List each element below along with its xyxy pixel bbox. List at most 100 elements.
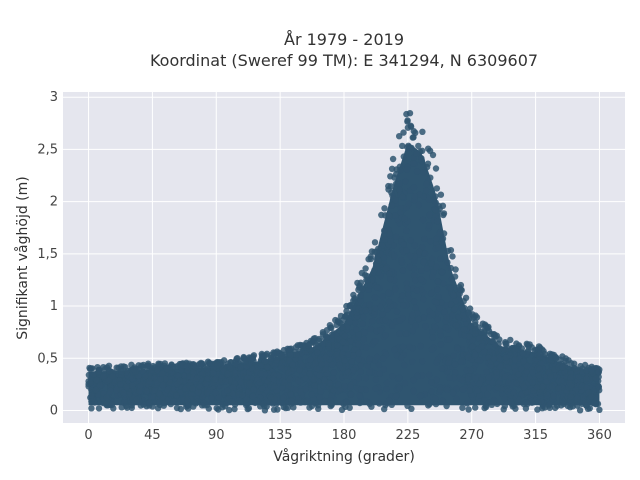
scatter-point (450, 292, 457, 299)
scatter-point (357, 362, 364, 369)
scatter-point (385, 397, 393, 404)
scatter-point (464, 354, 472, 361)
scatter-point (432, 324, 439, 332)
scatter-point (195, 389, 202, 396)
y-axis-ticks: 0 0,5 1 1,5 2 2,5 3 (37, 90, 58, 418)
x-tick-label: 90 (208, 428, 225, 443)
scatter-point (226, 406, 233, 414)
scatter-point (399, 343, 407, 351)
scatter-point (472, 404, 479, 411)
scatter-point (412, 322, 419, 330)
scatter-point (88, 392, 95, 399)
scatter-point (411, 193, 418, 200)
scatter-point (416, 248, 423, 256)
scatter-point (558, 377, 565, 384)
scatter-point (519, 350, 527, 357)
scatter-point (347, 391, 355, 398)
scatter-point (412, 304, 419, 311)
scatter-point (379, 311, 386, 318)
scatter-point (413, 309, 421, 317)
scatter-point (103, 394, 111, 401)
x-tick-label: 360 (587, 428, 612, 443)
scatter-point (396, 330, 403, 337)
scatter-point (433, 299, 440, 306)
scatter-point (538, 398, 545, 405)
scatter-point (500, 406, 507, 413)
scatter-point (396, 133, 403, 140)
scatter-point (225, 395, 233, 402)
scatter-point (270, 371, 278, 379)
scatter-point (204, 375, 212, 382)
scatter-point (113, 364, 120, 371)
scatter-point (494, 384, 502, 391)
scatter-point (346, 318, 353, 326)
scatter-point (397, 209, 404, 216)
y-tick-label: 0,5 (37, 351, 58, 366)
scatter-point (406, 110, 414, 117)
scatter-point (450, 374, 458, 382)
scatter-point (373, 353, 381, 361)
scatter-point (428, 379, 435, 386)
scatter-point (356, 392, 363, 399)
scatter-point (271, 396, 278, 403)
scatter-point (403, 280, 410, 287)
scatter-point (376, 400, 383, 407)
scatter-point (547, 373, 554, 380)
scatter-point (330, 369, 338, 376)
scatter-point (273, 357, 280, 364)
scatter-point (421, 250, 429, 257)
scatter-point (550, 392, 557, 400)
scatter-point (437, 255, 444, 262)
scatter-point (417, 342, 424, 350)
x-tick-label: 225 (395, 428, 420, 443)
scatter-point (278, 352, 286, 359)
scatter-point (466, 333, 473, 340)
scatter-point (410, 376, 417, 384)
scatter-point (437, 341, 445, 348)
scatter-point (206, 359, 213, 367)
scatter-point (434, 218, 441, 225)
scatter-point (157, 376, 164, 383)
scatter-point (323, 327, 331, 334)
scatter-point (389, 373, 396, 380)
scatter-point (413, 150, 420, 157)
scatter-point (387, 238, 394, 245)
scatter-point (209, 369, 217, 377)
scatter-point (419, 358, 426, 365)
scatter-point (428, 388, 435, 395)
scatter-point (123, 383, 130, 391)
scatter-point (388, 189, 395, 196)
scatter-point (212, 390, 220, 397)
scatter-point (507, 336, 514, 344)
y-tick-label: 2 (50, 195, 58, 210)
scatter-point (310, 376, 318, 383)
scatter-point (418, 267, 425, 274)
scatter-point (278, 363, 285, 370)
scatter-point (476, 392, 483, 399)
scatter-point (342, 345, 349, 352)
scatter-point (129, 382, 136, 389)
scatter-point (167, 400, 174, 408)
scatter-point (284, 404, 292, 411)
scatter-point (428, 260, 435, 267)
scatter-point (385, 289, 392, 297)
scatter-point (175, 372, 182, 380)
scatter-point (329, 374, 337, 382)
scatter-point (410, 184, 418, 191)
scatter-point (406, 263, 414, 271)
scatter-point (411, 253, 418, 260)
scatter-point (438, 365, 446, 372)
scatter-point (454, 345, 461, 353)
scatter-point (402, 330, 409, 337)
scatter-point (316, 393, 323, 401)
scatter-point (410, 387, 417, 395)
scatter-point (333, 321, 340, 329)
scatter-point (90, 371, 97, 378)
scatter-point (109, 372, 116, 380)
scatter-point (381, 205, 388, 212)
scatter-point (158, 370, 166, 377)
scatter-point (371, 239, 379, 246)
scatter-point (437, 386, 444, 393)
scatter-point (400, 302, 407, 309)
scatter-point (224, 387, 231, 394)
